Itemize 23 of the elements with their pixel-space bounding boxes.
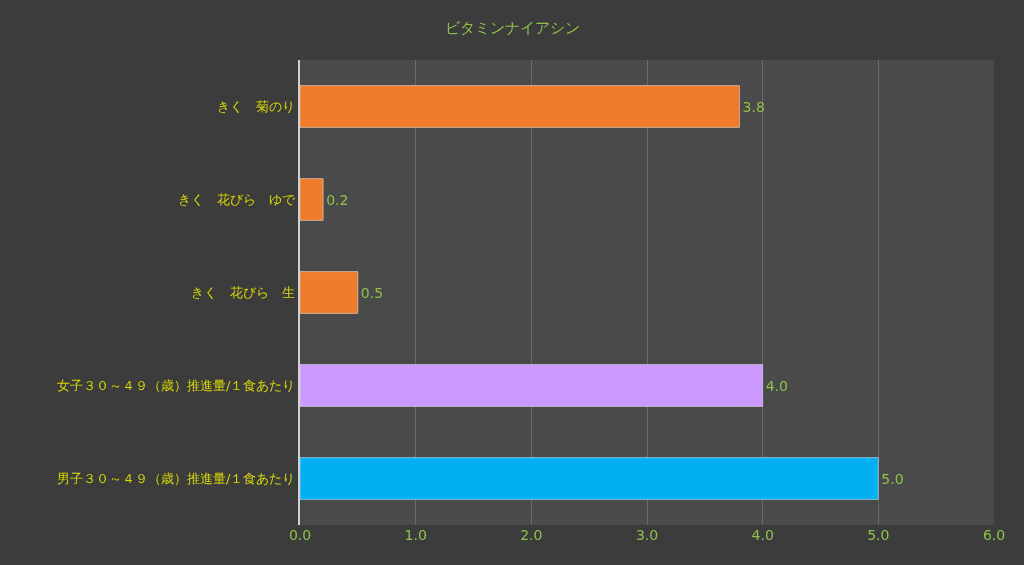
y-tick-label: きく 菊のり	[217, 99, 296, 115]
bar	[300, 178, 324, 221]
data-label: 0.5	[360, 284, 384, 301]
bar	[300, 271, 359, 314]
data-label: 4.0	[765, 377, 788, 394]
y-tick-label: 女子３０～４９（歳）推進量/１食あたり	[57, 378, 296, 394]
y-tick-label: 男子３０～４９（歳）推進量/１食あたり	[57, 471, 296, 487]
x-tick-label: 5.0	[867, 527, 890, 543]
x-tick-label: 6.0	[982, 527, 1006, 543]
chart-title: ビタミンナイアシン	[444, 19, 580, 38]
x-tick-label: 1.0	[404, 527, 427, 543]
y-tick-label: きく 花びら 生	[191, 285, 296, 301]
x-tick-label: 0.0	[288, 527, 312, 543]
data-label: 3.8	[742, 98, 765, 115]
y-tick-label: きく 花びら ゆで	[178, 192, 297, 208]
bar	[300, 85, 740, 128]
x-tick-label: 4.0	[751, 527, 774, 543]
x-tick-label: 3.0	[635, 527, 659, 543]
bar	[300, 457, 879, 500]
x-tick-label: 2.0	[520, 527, 543, 543]
data-label: 0.2	[326, 191, 349, 208]
data-label: 5.0	[881, 470, 904, 487]
bar	[300, 364, 763, 407]
